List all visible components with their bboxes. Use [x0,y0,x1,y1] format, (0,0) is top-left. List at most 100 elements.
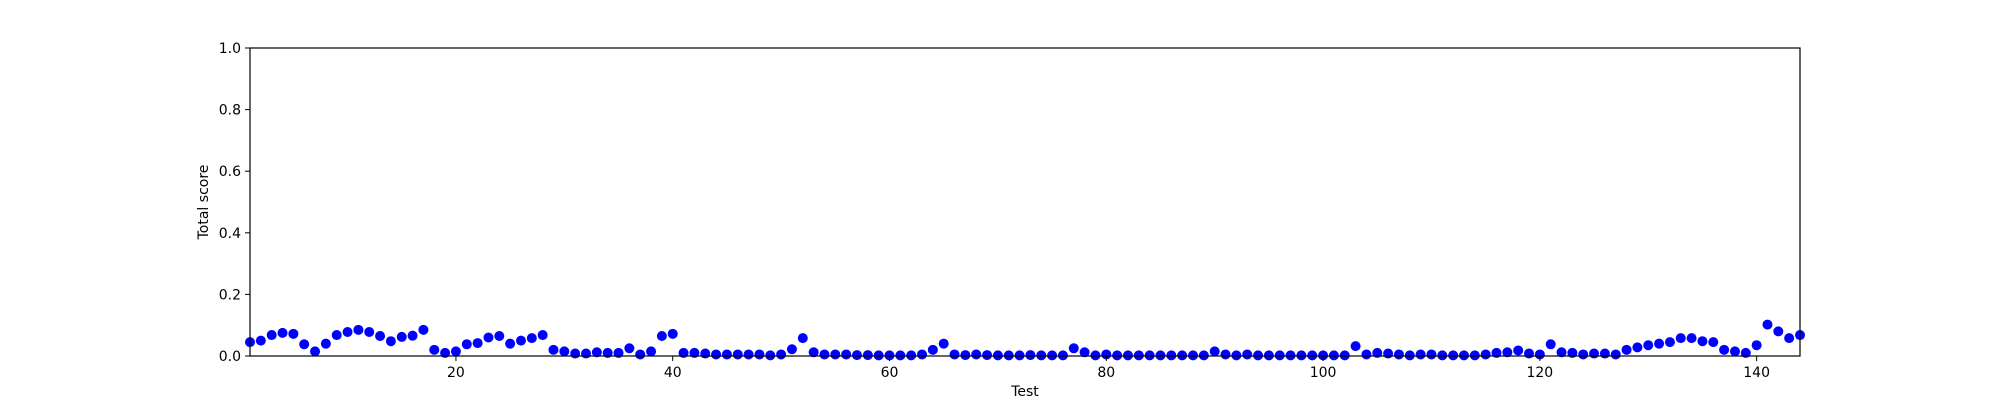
data-point [1155,350,1166,361]
x-tick-label: 120 [1526,365,1553,381]
data-point [841,349,852,360]
data-point [1014,350,1025,361]
data-point [1751,340,1762,351]
data-point [1545,339,1556,350]
data-point [1383,348,1394,359]
data-point [1090,350,1101,361]
data-point [1253,350,1264,361]
data-point [1220,349,1231,360]
data-point [830,349,841,360]
data-point [288,328,299,339]
data-point [646,346,657,357]
data-point [353,324,364,335]
y-tick-label: 1.0 [219,41,241,57]
data-point [1112,350,1123,361]
data-point [1404,350,1415,361]
x-tick-label: 100 [1310,365,1337,381]
data-points-layer [245,319,1805,361]
data-point [1719,344,1730,355]
data-point [1610,349,1621,360]
data-point [927,344,938,355]
data-point [1101,349,1112,360]
data-point [971,349,982,360]
data-point [1068,343,1079,354]
data-point [1231,350,1242,361]
data-point [385,336,396,347]
data-point [407,330,418,341]
data-point [667,328,678,339]
data-point [851,350,862,361]
data-point [1502,347,1513,358]
data-point [591,347,602,358]
x-tick-label: 80 [1097,365,1115,381]
data-point [450,346,461,357]
plot-frame [249,47,1801,357]
data-point [266,330,277,341]
data-point [1675,333,1686,344]
data-point [1144,350,1155,361]
data-point [1524,348,1535,359]
data-point [1198,350,1209,361]
data-point [808,347,819,358]
data-point [635,349,646,360]
data-point [1599,348,1610,359]
data-point [1307,350,1318,361]
data-point [1166,350,1177,361]
data-point [396,331,407,342]
data-point [711,349,722,360]
data-point [429,344,440,355]
data-point [1448,350,1459,361]
data-point [1686,333,1697,344]
data-point [1729,346,1740,357]
x-axis: 20 40 60 80 100 120 140 [447,356,1770,381]
data-point [938,338,949,349]
data-point [1458,350,1469,361]
data-point [917,349,928,360]
x-tick-label: 140 [1743,365,1770,381]
data-point [1057,350,1068,361]
data-point [721,349,732,360]
data-point [1415,349,1426,360]
data-point [310,346,321,357]
data-point [1318,350,1329,361]
data-point [1296,350,1307,361]
data-point [515,335,526,346]
data-point [1534,349,1545,360]
data-point [1784,333,1795,344]
data-point [1242,349,1253,360]
data-point [732,349,743,360]
x-tick-label: 20 [447,365,465,381]
data-point [1773,326,1784,337]
data-point [895,350,906,361]
data-point [1328,350,1339,361]
data-point [656,330,667,341]
data-point [700,348,711,359]
data-point [418,324,429,335]
data-point [765,350,776,361]
data-point [906,350,917,361]
data-point [1621,344,1632,355]
data-point [483,332,494,343]
y-tick-label: 0.6 [219,164,241,180]
data-point [472,338,483,349]
data-point [342,326,353,337]
data-point [505,338,516,349]
y-axis: 0.0 0.2 0.4 0.6 0.8 1.0 [219,41,250,365]
y-axis-label: Total score [196,165,212,241]
data-point [1339,350,1350,361]
data-point [1036,350,1047,361]
data-point [754,349,765,360]
data-point [1632,342,1643,353]
data-point [992,350,1003,361]
y-tick-label: 0.4 [219,226,241,242]
data-point [1589,348,1600,359]
data-point [548,344,559,355]
data-point [277,327,288,338]
x-tick-label: 40 [664,365,682,381]
data-point [375,330,386,341]
data-point [1556,347,1567,358]
data-point [1393,349,1404,360]
data-point [364,326,375,337]
data-point [570,348,581,359]
